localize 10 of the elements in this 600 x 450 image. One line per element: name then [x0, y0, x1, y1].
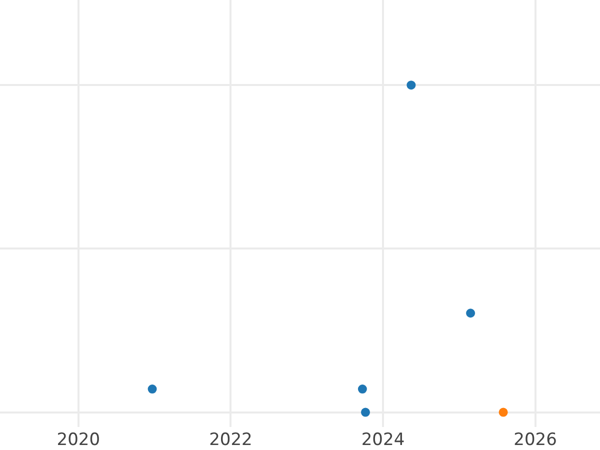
point [148, 384, 157, 394]
x-tick-label: 2024 [361, 430, 405, 450]
point [406, 80, 416, 90]
point [466, 308, 476, 318]
x-tick-label: 2026 [514, 430, 557, 450]
point [360, 408, 370, 417]
point [498, 408, 508, 417]
x-tick-label: 2022 [209, 430, 252, 450]
x-tick-label: 2020 [56, 430, 100, 450]
point [358, 384, 367, 394]
